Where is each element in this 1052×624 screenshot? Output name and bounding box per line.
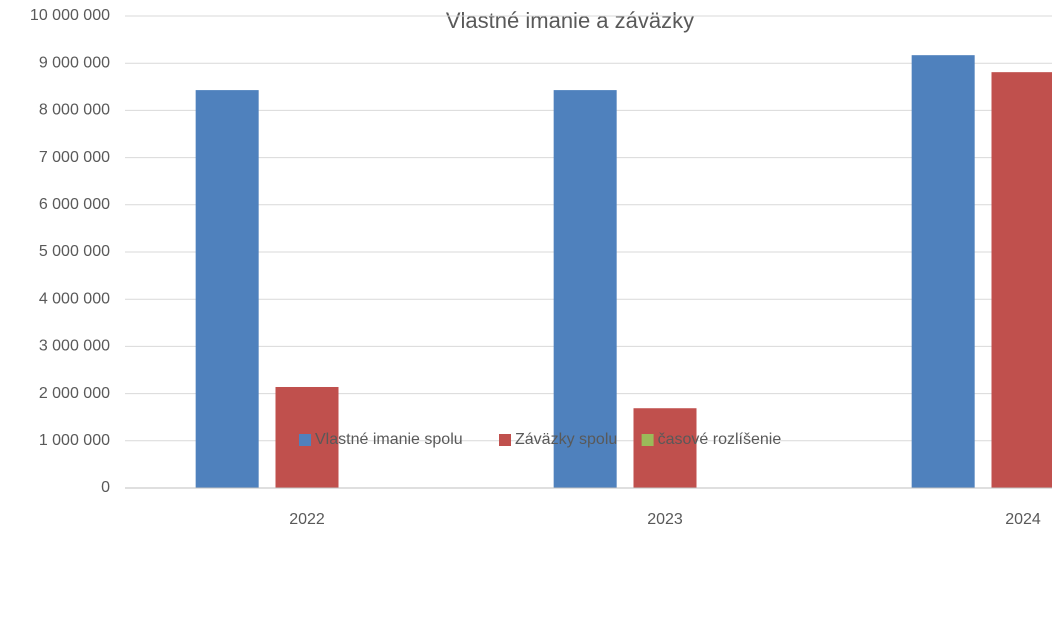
chart-title: Vlastné imanie a záväzky: [446, 8, 694, 33]
legend-label: Záväzky spolu: [515, 431, 617, 448]
x-tick-label: 2022: [289, 511, 325, 528]
legend: Vlastné imanie spolu Záväzky spolu časové …: [299, 431, 781, 448]
x-tick-label: 2024: [1005, 511, 1041, 528]
y-tick-label: 1 000 000: [39, 432, 110, 449]
legend-label: časové rozlíšenie: [658, 431, 782, 448]
y-tick-label: 2 000 000: [39, 385, 110, 402]
legend-label: Vlastné imanie spolu: [315, 431, 463, 448]
y-tick-label: 5 000 000: [39, 243, 110, 260]
bar: [991, 72, 1052, 488]
legend-swatch: [299, 434, 311, 446]
y-tick-label: 0: [101, 479, 110, 496]
y-tick-label: 3 000 000: [39, 338, 110, 355]
bar: [553, 90, 617, 488]
bar: [195, 90, 259, 488]
y-tick-label: 10 000 000: [30, 7, 110, 24]
legend-swatch: [499, 434, 511, 446]
y-tick-label: 4 000 000: [39, 290, 110, 307]
legend-swatch: [641, 434, 654, 446]
bar: [911, 55, 975, 489]
bar: [633, 408, 697, 488]
y-tick-label: 8 000 000: [39, 102, 110, 119]
y-tick-label: 9 000 000: [39, 54, 110, 71]
y-tick-label: 7 000 000: [39, 149, 110, 166]
x-tick-label: 2023: [647, 511, 683, 528]
y-tick-label: 6 000 000: [39, 196, 110, 213]
